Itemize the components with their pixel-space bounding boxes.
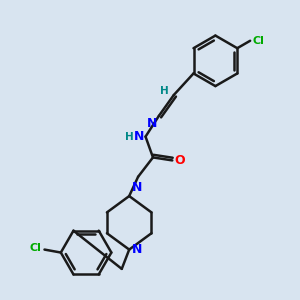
- Text: N: N: [132, 181, 142, 194]
- Text: N: N: [134, 130, 144, 143]
- Text: N: N: [132, 243, 142, 256]
- Text: H: H: [125, 132, 134, 142]
- Text: Cl: Cl: [253, 36, 264, 46]
- Text: H: H: [160, 85, 169, 96]
- Text: Cl: Cl: [30, 243, 41, 253]
- Text: N: N: [147, 117, 158, 130]
- Text: O: O: [175, 154, 185, 167]
